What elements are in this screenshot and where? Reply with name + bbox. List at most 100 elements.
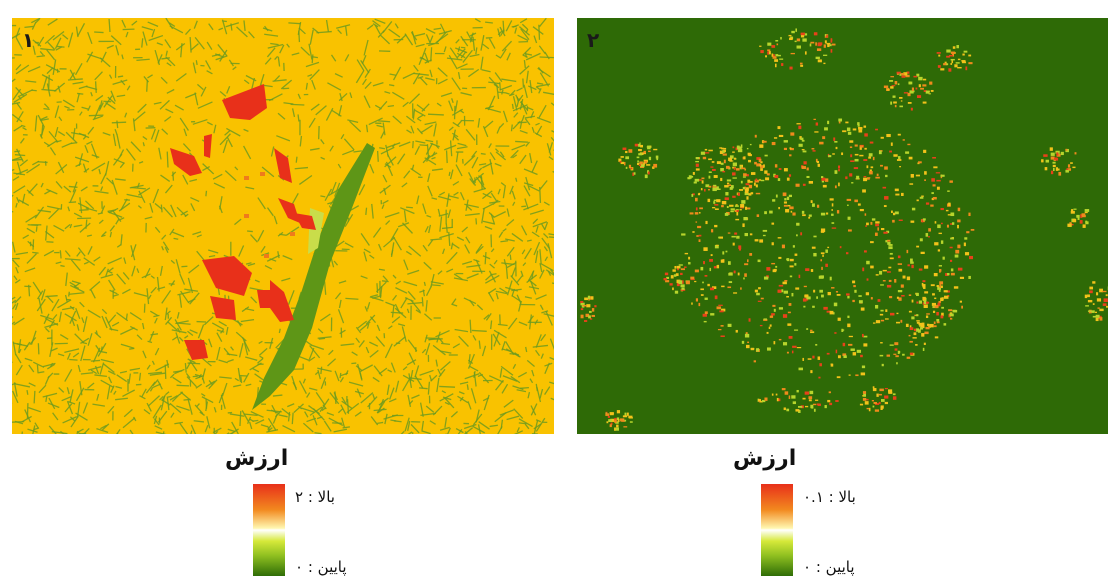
- terrain-texture: [101, 231, 107, 237]
- terrain-texture: [206, 121, 213, 126]
- urban-value-cell: [892, 212, 896, 216]
- terrain-texture: [132, 416, 137, 422]
- urban-value-cell: [916, 95, 922, 98]
- terrain-texture: [374, 104, 382, 110]
- urban-value-cell: [817, 403, 821, 406]
- terrain-texture: [226, 432, 230, 434]
- terrain-texture: [310, 103, 320, 111]
- terrain-texture: [62, 34, 69, 40]
- terrain-texture: [231, 421, 239, 434]
- terrain-texture: [527, 391, 531, 399]
- terrain-texture: [495, 54, 502, 59]
- urban-value-cell: [759, 163, 762, 167]
- terrain-texture: [419, 77, 428, 86]
- terrain-texture: [43, 249, 55, 257]
- urban-value-cell: [875, 176, 880, 179]
- terrain-texture: [484, 252, 487, 265]
- urban-value-cell: [957, 207, 961, 212]
- urban-value-cell: [921, 322, 925, 326]
- urban-value-cell: [749, 143, 752, 146]
- terrain-texture: [16, 103, 22, 110]
- terrain-texture: [349, 205, 360, 212]
- terrain-texture: [429, 69, 433, 78]
- terrain-texture: [414, 365, 420, 378]
- terrain-texture: [430, 238, 443, 241]
- urban-value-cell: [1070, 210, 1075, 214]
- terrain-texture: [252, 419, 259, 422]
- terrain-texture: [326, 412, 335, 416]
- terrain-texture: [360, 60, 370, 74]
- urban-value-cell: [909, 340, 913, 343]
- terrain-texture: [535, 225, 539, 233]
- terrain-texture: [421, 103, 430, 112]
- terrain-texture: [52, 30, 65, 41]
- urban-value-cell: [827, 246, 830, 249]
- terrain-texture: [150, 333, 159, 336]
- terrain-texture: [75, 412, 88, 421]
- urban-value-cell: [846, 293, 850, 296]
- terrain-texture: [40, 289, 46, 301]
- terrain-texture: [87, 333, 93, 346]
- terrain-texture: [43, 141, 51, 147]
- terrain-texture: [183, 128, 188, 137]
- terrain-texture: [465, 128, 476, 141]
- terrain-texture: [67, 401, 76, 405]
- urban-value-cell: [754, 161, 757, 165]
- terrain-texture: [12, 113, 23, 123]
- urban-value-cell: [926, 313, 930, 315]
- terrain-texture: [196, 403, 200, 408]
- terrain-texture: [201, 368, 206, 380]
- terrain-texture: [115, 385, 123, 389]
- urban-value-cell: [739, 189, 744, 191]
- urban-value-cell: [719, 310, 724, 313]
- urban-value-cell: [919, 196, 924, 199]
- urban-value-cell: [1056, 152, 1059, 156]
- urban-value-cell: [954, 64, 958, 68]
- urban-value-cell: [771, 45, 776, 48]
- urban-value-cell: [884, 196, 889, 200]
- terrain-texture: [551, 130, 554, 133]
- terrain-texture: [14, 154, 26, 157]
- terrain-texture: [425, 77, 435, 81]
- urban-value-cell: [961, 61, 967, 64]
- terrain-texture: [84, 144, 89, 153]
- terrain-texture: [243, 372, 250, 383]
- terrain-texture: [426, 144, 430, 160]
- terrain-texture: [32, 425, 36, 434]
- terrain-texture: [277, 56, 281, 67]
- urban-value-cell: [701, 177, 705, 180]
- terrain-texture: [158, 147, 162, 160]
- terrain-texture: [80, 372, 94, 375]
- terrain-texture: [175, 72, 187, 82]
- urban-value-cell: [824, 178, 829, 182]
- terrain-texture: [50, 362, 54, 368]
- urban-value-cell: [786, 295, 789, 298]
- terrain-texture: [533, 35, 538, 44]
- terrain-texture: [43, 108, 50, 111]
- terrain-texture: [166, 359, 170, 368]
- urban-value-cell: [723, 149, 726, 153]
- terrain-texture: [454, 328, 469, 333]
- terrain-texture: [451, 77, 461, 91]
- terrain-texture: [359, 372, 363, 381]
- urban-value-cell: [766, 347, 771, 351]
- terrain-texture: [71, 142, 77, 145]
- terrain-texture: [150, 275, 155, 279]
- urban-value-cell: [818, 275, 823, 279]
- terrain-texture: [378, 243, 382, 251]
- urban-value-cell: [802, 38, 807, 42]
- terrain-texture: [117, 75, 124, 78]
- terrain-texture: [259, 355, 264, 359]
- terrain-texture: [360, 392, 374, 404]
- terrain-texture: [402, 101, 409, 108]
- terrain-texture: [421, 430, 431, 434]
- urban-value-cell: [872, 156, 875, 161]
- urban-value-cell: [808, 399, 812, 402]
- urban-value-cell: [714, 204, 719, 206]
- terrain-texture: [516, 275, 523, 284]
- urban-value-cell: [918, 300, 922, 304]
- urban-value-cell: [765, 177, 770, 181]
- urban-value-cell: [921, 218, 924, 223]
- urban-value-cell: [959, 276, 965, 279]
- urban-value-cell: [624, 412, 627, 417]
